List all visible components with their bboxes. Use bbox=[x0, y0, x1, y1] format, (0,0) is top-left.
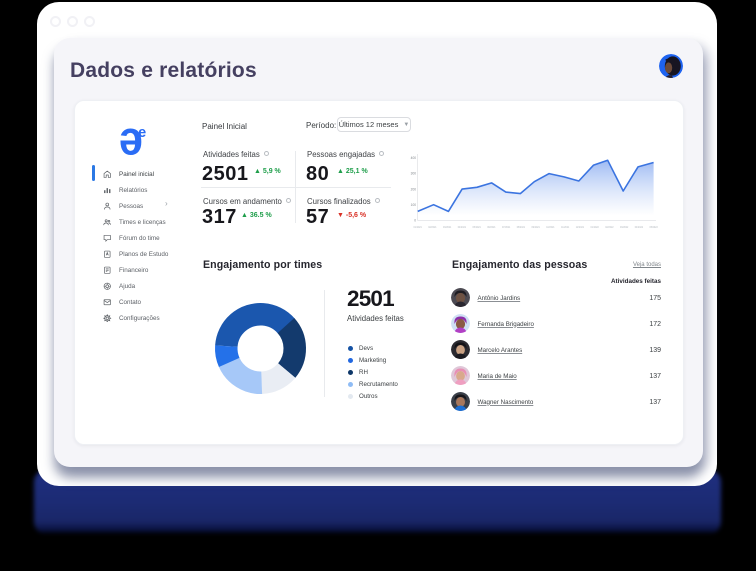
svg-text:06/2021: 06/2021 bbox=[487, 227, 496, 229]
svg-text:04/2022: 04/2022 bbox=[635, 227, 644, 229]
svg-text:02/2021: 02/2021 bbox=[428, 227, 437, 229]
svg-text:03/2022: 03/2022 bbox=[620, 227, 629, 229]
svg-text:05/2021: 05/2021 bbox=[473, 227, 482, 229]
svg-text:200: 200 bbox=[411, 187, 417, 191]
svg-text:300: 300 bbox=[411, 172, 417, 176]
svg-text:01/2022: 01/2022 bbox=[591, 227, 600, 229]
svg-text:11/2021: 11/2021 bbox=[561, 227, 570, 229]
svg-text:09/2021: 09/2021 bbox=[532, 227, 541, 229]
svg-text:100: 100 bbox=[411, 203, 417, 207]
svg-text:04/2021: 04/2021 bbox=[458, 227, 467, 229]
svg-text:400: 400 bbox=[411, 156, 417, 160]
svg-text:02/2022: 02/2022 bbox=[605, 227, 614, 229]
svg-text:12/2021: 12/2021 bbox=[576, 227, 585, 229]
svg-text:0: 0 bbox=[414, 219, 416, 223]
svg-text:07/2021: 07/2021 bbox=[502, 227, 511, 229]
svg-text:10/2021: 10/2021 bbox=[546, 227, 555, 229]
svg-text:03/2021: 03/2021 bbox=[443, 227, 452, 229]
svg-text:05/2022: 05/2022 bbox=[649, 227, 658, 229]
svg-text:08/2021: 08/2021 bbox=[517, 227, 526, 229]
svg-text:01/2021: 01/2021 bbox=[414, 227, 423, 229]
